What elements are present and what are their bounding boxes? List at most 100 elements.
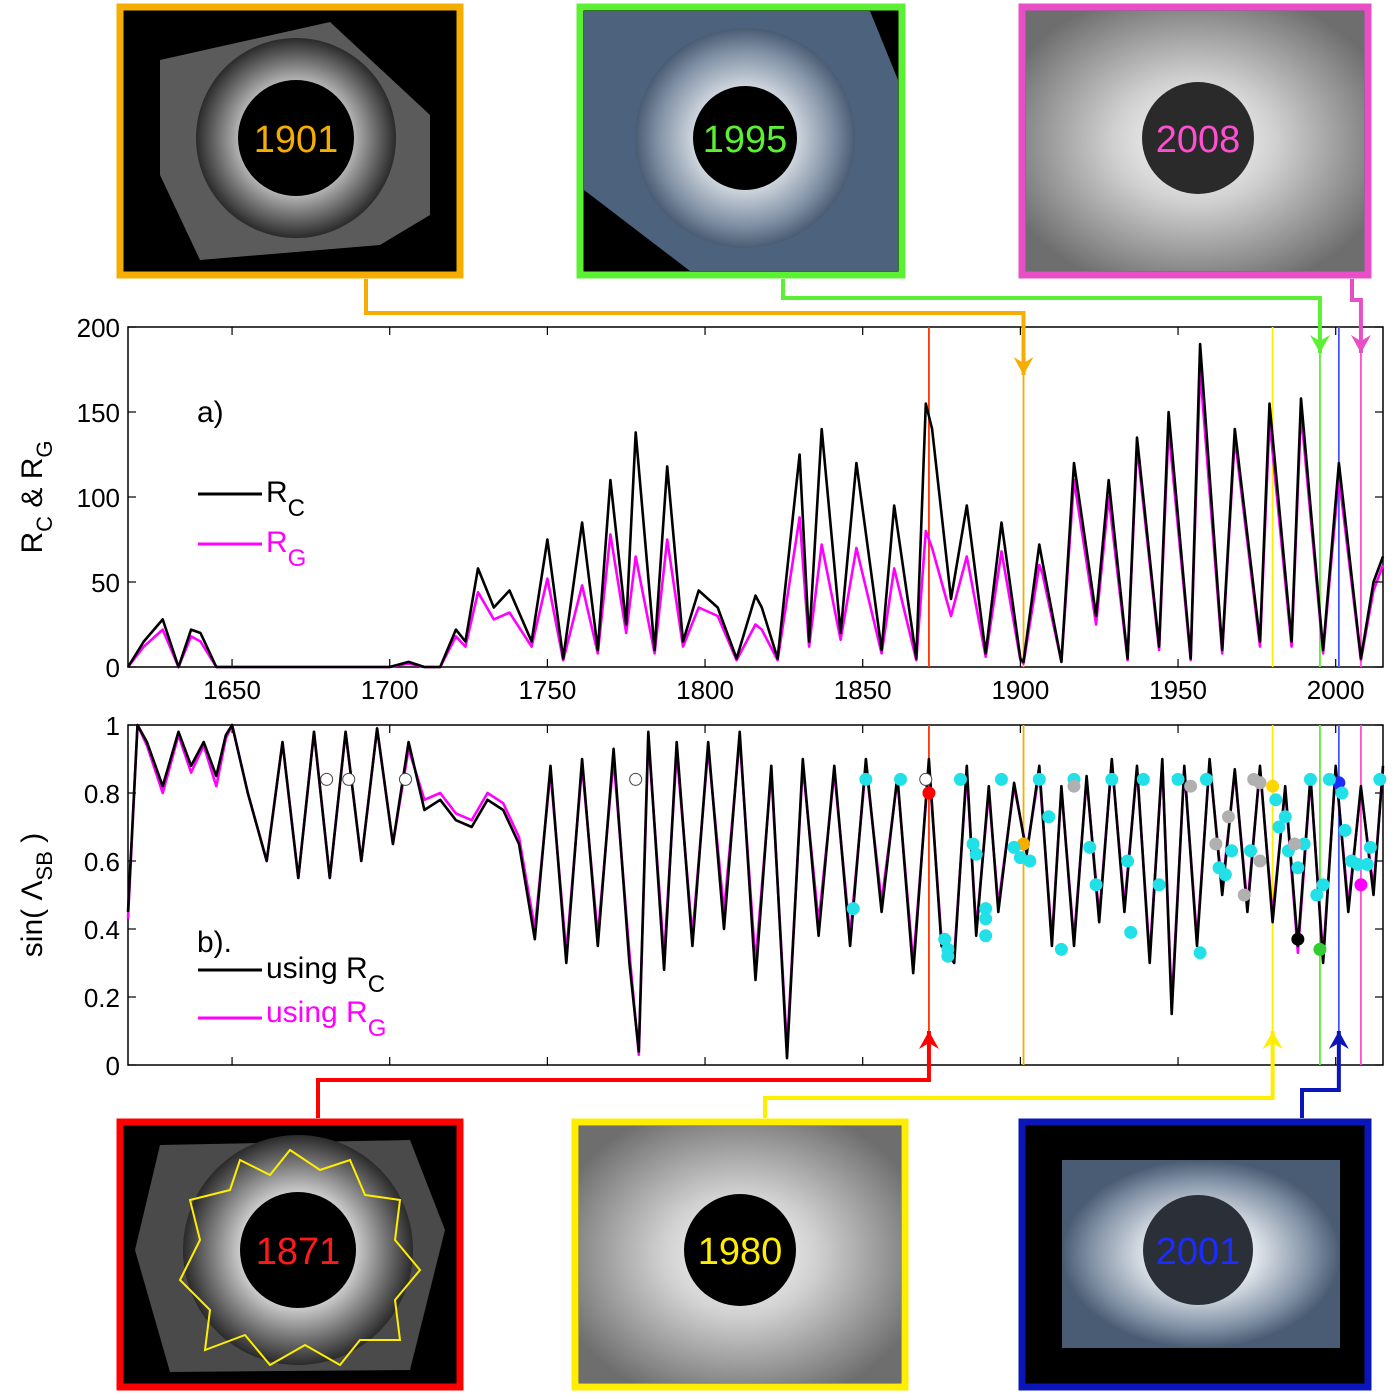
panel-b-label: b).	[197, 926, 232, 959]
xtick-label: 2000	[1307, 675, 1365, 705]
data-point	[1244, 844, 1258, 858]
connector-line	[1350, 279, 1363, 353]
panel-a-label: a)	[197, 396, 224, 429]
ytick-label: 200	[77, 313, 120, 343]
data-point	[1322, 772, 1336, 786]
data-point	[994, 772, 1008, 786]
data-point	[969, 847, 983, 861]
data-point	[1032, 772, 1046, 786]
series-line-R_C	[126, 342, 1385, 669]
eclipse-year-label: 2008	[1156, 119, 1241, 161]
data-point	[1007, 840, 1021, 854]
panel-b-xticks	[231, 725, 1337, 1065]
ytick-label: 0.8	[84, 779, 120, 809]
connector-arrows	[316, 279, 1371, 1118]
legend-using-rg: using RG	[266, 996, 386, 1042]
data-point	[953, 772, 967, 786]
data-point	[1288, 837, 1302, 851]
ytick-label: 0	[106, 653, 120, 683]
eclipse-photo-1995: 1995	[576, 3, 906, 279]
panel-a-series	[126, 342, 1385, 669]
data-point	[1136, 772, 1150, 786]
arrowhead	[1262, 1031, 1283, 1049]
data-point	[979, 912, 993, 926]
eclipse-year-label: 1871	[256, 1231, 341, 1273]
data-point	[979, 929, 993, 943]
data-point	[1313, 942, 1327, 956]
data-point	[342, 772, 356, 786]
eclipse-year-label: 1901	[254, 119, 339, 161]
data-point	[1278, 810, 1292, 824]
data-point	[1354, 878, 1368, 892]
eclipse-year-label: 1995	[703, 119, 788, 161]
data-point	[1272, 820, 1286, 834]
data-point	[1221, 810, 1235, 824]
connector-line	[763, 1031, 1275, 1118]
data-point	[1237, 888, 1251, 902]
panel-a-yticks: 0 50 100 150 200	[77, 313, 1383, 683]
arrowhead	[1350, 335, 1371, 353]
data-point	[919, 772, 933, 786]
eclipse-year-label: 1980	[698, 1231, 783, 1273]
eclipse-photo-1901: 1901	[116, 3, 464, 279]
legend-using-rc: using RC	[266, 952, 385, 998]
data-point	[1083, 840, 1097, 854]
data-point	[1023, 854, 1037, 868]
eclipse-photo-2008: 2008	[1018, 3, 1372, 279]
ytick-label: 150	[77, 398, 120, 428]
panel-b-yticks: 0 0.2 0.4 0.6 0.8 1	[84, 711, 1383, 1081]
panel-a: 0 50 100 150 200 1650 1700 1750 1800 1850 1900 195…	[16, 313, 1385, 705]
panel-a-ylabel: RC & RG	[16, 440, 57, 553]
data-point	[1310, 888, 1324, 902]
data-point	[894, 772, 908, 786]
xtick-label: 1950	[1149, 675, 1207, 705]
data-point	[1291, 861, 1305, 875]
legend-b: using RC using RG	[198, 952, 386, 1042]
data-point	[1266, 779, 1280, 793]
xtick-label: 1850	[834, 675, 892, 705]
data-point	[1218, 868, 1232, 882]
data-point	[1209, 837, 1223, 851]
connector-line	[781, 279, 1322, 353]
data-point	[1247, 772, 1261, 786]
data-point	[1054, 942, 1068, 956]
data-point	[1199, 772, 1213, 786]
data-point	[1373, 772, 1387, 786]
data-point	[1303, 772, 1317, 786]
data-point	[1363, 840, 1377, 854]
data-point	[320, 772, 334, 786]
arrowhead	[918, 1031, 939, 1049]
data-point	[859, 772, 873, 786]
panel-b: 0 0.2 0.4 0.6 0.8 1 b). using RC using RG sin…	[16, 711, 1387, 1081]
data-point	[1105, 772, 1119, 786]
data-point	[1335, 786, 1349, 800]
ytick-label: 1	[106, 711, 120, 741]
ytick-label: 100	[77, 483, 120, 513]
eclipse-photo-2001: 2001	[1018, 1118, 1372, 1391]
data-point	[1316, 878, 1330, 892]
eclipse-photo-1980: 1980	[571, 1118, 909, 1391]
series-line-R_G	[126, 368, 1385, 669]
ytick-label: 0.4	[84, 915, 120, 945]
panel-b-points	[320, 772, 1387, 963]
data-point	[1225, 844, 1239, 858]
arrowhead	[1328, 1031, 1349, 1049]
xtick-label: 1650	[203, 675, 261, 705]
data-point	[1152, 878, 1166, 892]
xtick-label: 1900	[991, 675, 1049, 705]
xtick-label: 1800	[676, 675, 734, 705]
ytick-label: 0.2	[84, 983, 120, 1013]
xtick-label: 1750	[518, 675, 576, 705]
panel-b-ylabel: sin( ΛSB )	[16, 833, 57, 957]
connector-line	[1300, 1031, 1341, 1118]
data-point	[1089, 878, 1103, 892]
data-point	[1360, 857, 1374, 871]
data-point	[1338, 823, 1352, 837]
ytick-label: 0	[106, 1051, 120, 1081]
panel-b-series	[126, 723, 1385, 1060]
legend-rc: RC	[266, 476, 305, 522]
arrowhead	[1309, 335, 1330, 353]
data-point	[1121, 854, 1135, 868]
